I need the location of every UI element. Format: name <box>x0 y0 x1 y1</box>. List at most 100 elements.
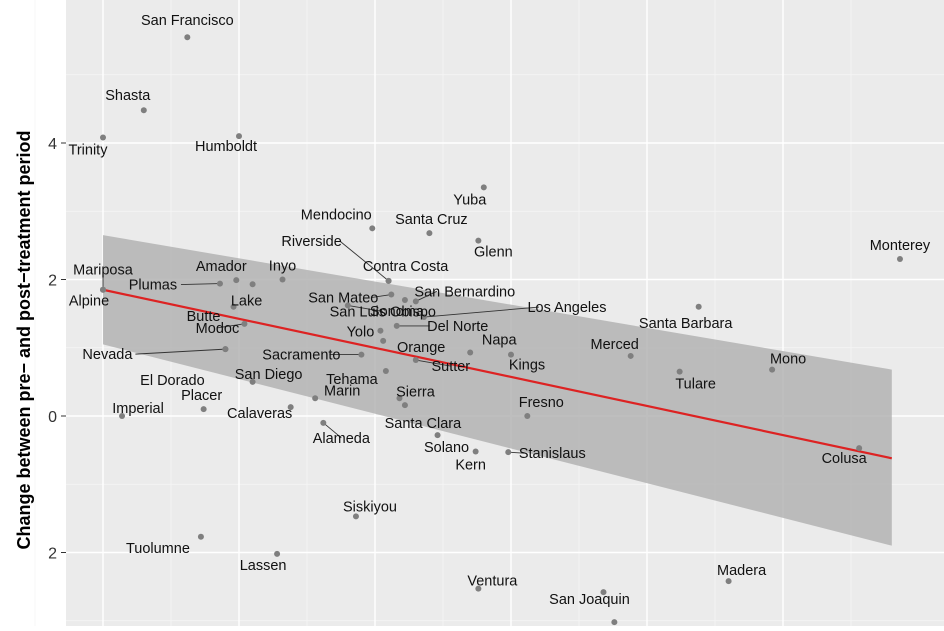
point-label: Humboldt <box>195 139 257 155</box>
point-label: Ventura <box>467 574 518 590</box>
trend-line <box>102 288 893 460</box>
data-point <box>249 378 256 385</box>
point-label: Shasta <box>105 88 151 104</box>
point-label: Merced <box>591 337 639 353</box>
data-point <box>401 296 408 303</box>
point-label: Colusa <box>822 451 868 467</box>
point-label: Modoc <box>196 321 240 337</box>
data-point <box>358 351 365 358</box>
data-point <box>475 237 482 244</box>
point-label: Lassen <box>240 558 287 574</box>
data-point <box>320 419 327 426</box>
point-label: Santa Clara <box>385 416 463 432</box>
point-label: Plumas <box>129 278 177 294</box>
leader-line <box>339 240 389 282</box>
point-label: San Mateo <box>308 291 378 307</box>
point-label: San Bernardino <box>414 284 515 300</box>
y-tick-label: 2 <box>48 546 57 563</box>
leader-line <box>347 304 383 312</box>
leader-line <box>323 422 342 439</box>
point-label: Tulare <box>675 377 716 393</box>
point-label: Madera <box>717 563 767 579</box>
data-point <box>385 277 392 284</box>
point-label: Sutter <box>431 359 470 375</box>
data-point <box>611 619 618 626</box>
data-point <box>388 291 395 298</box>
leader-line <box>180 283 220 286</box>
point-label: Santa Cruz <box>395 212 468 228</box>
data-point <box>472 448 479 455</box>
data-point <box>382 367 389 374</box>
point-label: Sonoma <box>370 304 425 320</box>
data-point <box>200 406 207 413</box>
leader-line <box>415 290 437 302</box>
point-label: Butte <box>187 309 221 325</box>
y-tick-label: 4 <box>48 136 57 153</box>
point-label: Trinity <box>69 143 109 159</box>
data-point <box>140 107 147 114</box>
point-label: Mendocino <box>301 207 372 223</box>
point-label: Stanislaus <box>519 446 586 462</box>
point-label: San Luis Obispo <box>330 304 436 320</box>
point-label: Del Norte <box>427 319 488 335</box>
data-point <box>412 298 419 305</box>
leader-lines <box>102 240 539 454</box>
data-point <box>396 395 403 402</box>
point-label: Orange <box>397 340 445 356</box>
data-point <box>100 286 106 293</box>
data-point <box>467 349 474 356</box>
point-label: Santa Barbara <box>639 316 733 332</box>
point-label: Amador <box>196 259 247 275</box>
data-point <box>480 184 487 191</box>
data-point <box>344 302 351 309</box>
data-point <box>600 589 607 596</box>
data-point <box>475 585 482 592</box>
data-point <box>695 303 702 310</box>
point-label: Calaveras <box>227 406 292 422</box>
data-point <box>222 346 229 353</box>
data-point <box>627 352 634 359</box>
data-point <box>401 402 408 409</box>
point-label: Monterey <box>870 238 931 254</box>
data-point <box>119 413 126 419</box>
point-label: Alameda <box>313 431 371 447</box>
point-label: Sacramento <box>262 348 340 364</box>
point-label: Riverside <box>281 234 341 250</box>
point-label: Inyo <box>269 259 296 275</box>
point-label: Nevada <box>82 347 133 363</box>
data-point <box>676 368 683 375</box>
point-label: Fresno <box>519 395 564 411</box>
data-point <box>312 395 319 402</box>
data-point <box>233 277 240 284</box>
point-label: Contra Costa <box>363 259 449 275</box>
data-point <box>216 280 223 287</box>
y-tick-label: 2 <box>48 273 57 290</box>
data-point <box>508 351 514 358</box>
point-label: San Diego <box>235 367 303 383</box>
data-point <box>505 449 512 456</box>
point-label: Imperial <box>112 401 164 417</box>
point-label: Tehama <box>326 372 379 388</box>
point-label: Mariposa <box>73 263 134 279</box>
data-point <box>769 366 776 373</box>
point-label: Napa <box>482 333 518 349</box>
leader-line <box>371 294 392 298</box>
data-point <box>236 133 242 140</box>
data-point <box>412 357 419 364</box>
confidence-band <box>103 235 892 546</box>
point-label: Glenn <box>474 245 513 261</box>
y-axis-label: Change between pre− and post−treatment p… <box>14 130 34 549</box>
data-point <box>249 281 256 288</box>
point-label: Kern <box>455 457 486 473</box>
data-points <box>100 34 903 626</box>
point-labels: San Francisco Shasta Trinity Humboldt Yuba Me… <box>69 13 931 608</box>
point-label: Tuolumne <box>126 541 190 557</box>
data-point <box>352 513 359 520</box>
data-point <box>230 303 237 310</box>
data-point <box>856 445 863 452</box>
data-point <box>279 276 286 283</box>
data-point <box>287 404 294 411</box>
data-point <box>369 225 376 232</box>
